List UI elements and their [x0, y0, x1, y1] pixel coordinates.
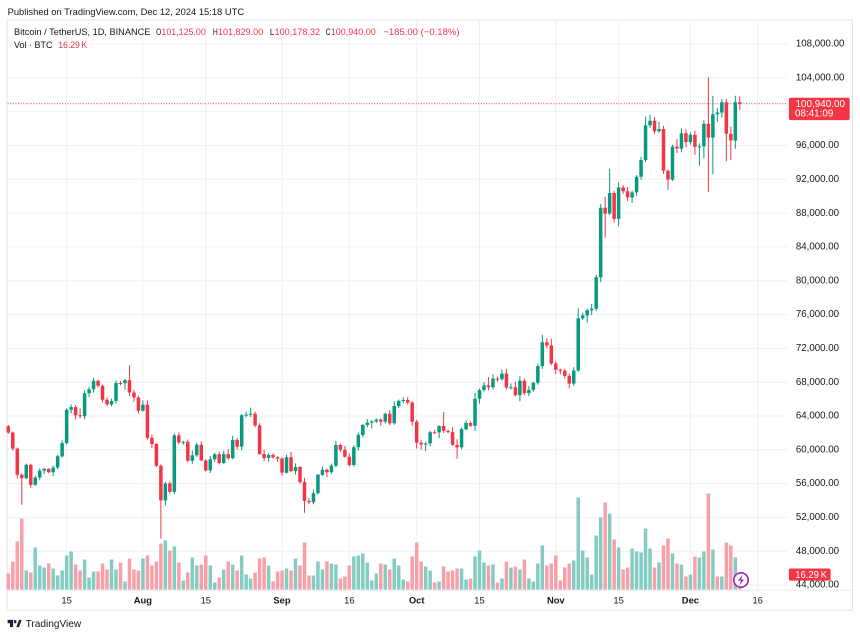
svg-text:TradingView: TradingView — [26, 619, 82, 630]
svg-text:100,940.00: 100,940.00 — [331, 27, 376, 38]
svg-text:15: 15 — [201, 595, 211, 606]
svg-text:76,000.00: 76,000.00 — [796, 309, 840, 320]
svg-text:101,829.00: 101,829.00 — [218, 27, 263, 38]
svg-text:Dec: Dec — [682, 595, 699, 606]
svg-text:16: 16 — [752, 595, 762, 606]
svg-text:15: 15 — [61, 595, 71, 606]
svg-text:48,000.00: 48,000.00 — [796, 546, 840, 557]
svg-text:100,178.32: 100,178.32 — [275, 27, 321, 38]
svg-text:Bitcoin / TetherUS, 1D, BINANC: Bitcoin / TetherUS, 1D, BINANCE — [14, 27, 150, 38]
svg-text:Oct: Oct — [409, 595, 425, 606]
svg-text:H: H — [213, 27, 218, 38]
svg-text:68,000.00: 68,000.00 — [796, 377, 840, 388]
svg-text:84,000.00: 84,000.00 — [796, 242, 840, 253]
svg-text:60,000.00: 60,000.00 — [796, 444, 840, 455]
svg-text:100,940.00: 100,940.00 — [796, 99, 846, 110]
svg-text:80,000.00: 80,000.00 — [796, 275, 840, 286]
svg-text:108,000.00: 108,000.00 — [796, 39, 845, 50]
svg-text:16: 16 — [344, 595, 354, 606]
svg-text:O: O — [156, 27, 161, 38]
svg-text:Vol · BTC: Vol · BTC — [14, 40, 53, 51]
svg-text:101,125.00: 101,125.00 — [161, 27, 205, 38]
svg-text:88,000.00: 88,000.00 — [796, 208, 840, 219]
svg-text:56,000.00: 56,000.00 — [796, 478, 840, 489]
svg-text:72,000.00: 72,000.00 — [796, 343, 840, 354]
svg-text:−185.00 (−0.18%): −185.00 (−0.18%) — [383, 27, 459, 38]
svg-text:92,000.00: 92,000.00 — [796, 174, 840, 185]
svg-text:08:41:09: 08:41:09 — [795, 109, 833, 120]
svg-text:64,000.00: 64,000.00 — [796, 411, 840, 422]
svg-text:Aug: Aug — [134, 595, 152, 606]
svg-text:16.29 K: 16.29 K — [795, 570, 827, 581]
svg-text:L: L — [270, 27, 274, 38]
svg-text:44,000.00: 44,000.00 — [796, 580, 840, 591]
svg-text:Nov: Nov — [547, 595, 565, 606]
svg-text:104,000.00: 104,000.00 — [796, 73, 845, 84]
svg-text:15: 15 — [474, 595, 484, 606]
svg-text:Sep: Sep — [273, 595, 290, 606]
svg-text:Published on TradingView.com,: Published on TradingView.com, Dec 12, 20… — [8, 7, 245, 18]
svg-text:C: C — [326, 27, 331, 38]
svg-text:15: 15 — [613, 595, 623, 606]
svg-text:96,000.00: 96,000.00 — [796, 140, 840, 151]
svg-text:16.29 K: 16.29 K — [58, 40, 88, 51]
svg-text:52,000.00: 52,000.00 — [796, 512, 840, 523]
